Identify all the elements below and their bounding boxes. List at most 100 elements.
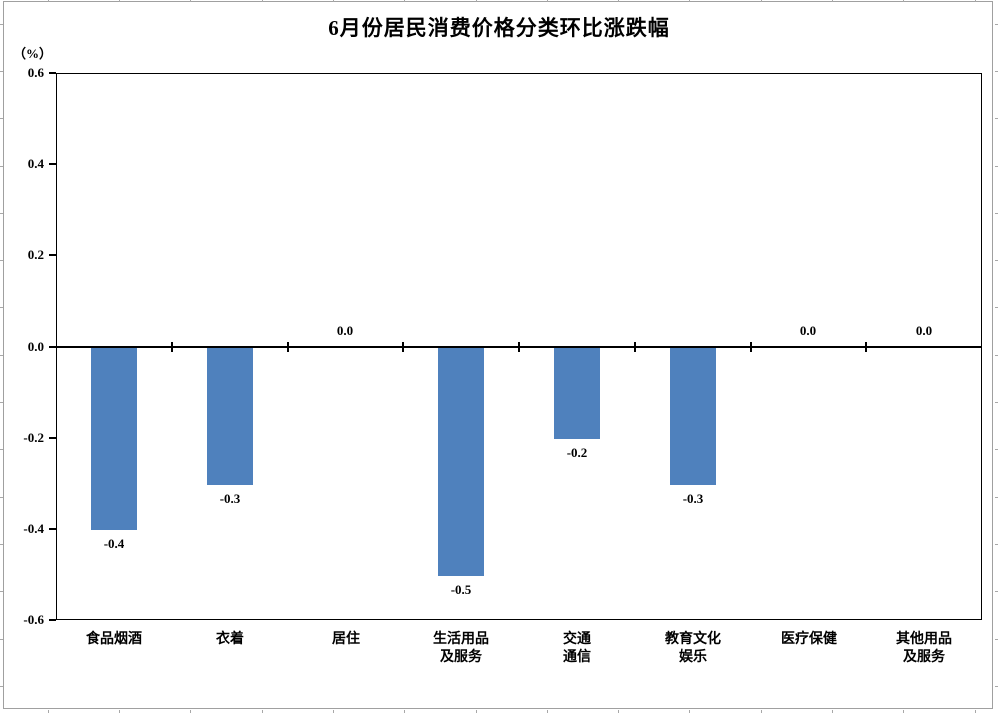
category-label-line: 其他用品 (896, 632, 952, 647)
gridline-stub-right (995, 260, 998, 261)
data-label-其他用品及服务: 0.0 (915, 323, 933, 338)
gridline-stub-top (618, 0, 619, 2)
category-label-生活用品及服务: 生活用品 及服务 (403, 631, 519, 667)
gridline-stub-left (0, 260, 3, 261)
category-label-line: 医疗保健 (781, 632, 837, 647)
bar-衣着 (207, 348, 253, 485)
y-axis-tick-label: 0.6 (27, 65, 44, 80)
gridline-stub-right (995, 307, 998, 308)
gridline-stub-right (995, 544, 998, 545)
category-label-line: 居住 (332, 632, 360, 647)
gridline-stub-right (995, 213, 998, 214)
category-label-食品烟酒: 食品烟酒 (56, 631, 172, 649)
chart-title: 6月份居民消费价格分类环比涨跌幅 (328, 16, 670, 40)
category-label-教育文化娱乐: 教育文化 娱乐 (635, 631, 751, 667)
gridline-stub-top (119, 0, 120, 2)
gridline-stub-bottom (190, 710, 191, 713)
data-label-医疗保健: 0.0 (799, 323, 817, 338)
gridline-stub-right (995, 166, 998, 167)
gridline-stub-left (0, 402, 3, 403)
gridline-stub-top (547, 0, 548, 2)
gridline-stub-left (0, 497, 3, 498)
data-label-食品烟酒: -0.4 (103, 536, 125, 551)
category-label-医疗保健: 医疗保健 (751, 631, 867, 649)
gridline-stub-bottom (547, 710, 548, 713)
gridline-stub-top (333, 0, 334, 2)
gridline-stub-right (995, 24, 998, 25)
gridline-stub-left (0, 449, 3, 450)
category-label-line: 及服务 (903, 650, 945, 665)
bar-交通通信 (554, 348, 600, 439)
gridline-stub-left (0, 166, 3, 167)
y-axis-tick-label: -0.4 (23, 521, 44, 536)
data-label-教育文化娱乐: -0.3 (682, 491, 704, 506)
category-boundary-tick (287, 342, 289, 352)
category-label-line: 生活用品 (433, 632, 489, 647)
gridline-stub-right (995, 686, 998, 687)
y-axis-tick (49, 346, 56, 348)
gridline-stub-top (262, 0, 263, 2)
y-axis-tick-label: -0.6 (23, 612, 44, 627)
category-boundary-tick (518, 342, 520, 352)
category-boundary-tick (171, 342, 173, 352)
gridline-stub-top (689, 0, 690, 2)
y-axis-tick (49, 528, 56, 530)
gridline-stub-bottom (618, 710, 619, 713)
gridline-stub-right (995, 591, 998, 592)
gridline-stub-left (0, 213, 3, 214)
category-label-line: 通信 (563, 650, 591, 665)
y-axis-tick-label: -0.2 (23, 430, 44, 445)
y-axis-tick-label: 0.2 (27, 247, 44, 262)
gridline-stub-top (903, 0, 904, 2)
category-boundary-tick (865, 342, 867, 352)
category-label-line: 食品烟酒 (86, 632, 142, 647)
gridline-stub-right (995, 639, 998, 640)
category-label-line: 衣着 (216, 632, 244, 647)
gridline-stub-top (761, 0, 762, 2)
gridline-stub-top (975, 0, 976, 2)
y-axis-tick (49, 72, 56, 74)
category-label-line: 娱乐 (679, 650, 707, 665)
gridline-stub-left (0, 71, 3, 72)
gridline-stub-bottom (689, 710, 690, 713)
gridline-stub-left (0, 24, 3, 25)
y-axis-unit-label: （%） (13, 46, 53, 61)
gridline-stub-right (995, 497, 998, 498)
gridline-stub-top (832, 0, 833, 2)
data-label-居住: 0.0 (336, 323, 354, 338)
gridline-stub-left (0, 591, 3, 592)
gridline-stub-right (995, 118, 998, 119)
gridline-stub-right (995, 71, 998, 72)
category-label-居住: 居住 (288, 631, 404, 649)
category-boundary-tick (402, 342, 404, 352)
gridline-stub-bottom (476, 710, 477, 713)
y-axis-tick (49, 254, 56, 256)
gridline-stub-bottom (48, 710, 49, 713)
data-label-衣着: -0.3 (219, 491, 241, 506)
category-label-line: 教育文化 (665, 632, 721, 647)
gridline-stub-left (0, 544, 3, 545)
category-boundary-tick (634, 342, 636, 352)
gridline-stub-left (0, 355, 3, 356)
gridline-stub-left (0, 118, 3, 119)
gridline-stub-top (404, 0, 405, 2)
gridline-stub-bottom (903, 710, 904, 713)
gridline-stub-bottom (333, 710, 334, 713)
y-axis-tick-label: 0.4 (27, 156, 44, 171)
gridline-stub-left (0, 307, 3, 308)
bar-食品烟酒 (91, 348, 137, 530)
category-boundary-tick (750, 342, 752, 352)
y-axis-tick (49, 163, 56, 165)
y-axis-tick (49, 437, 56, 439)
gridline-stub-right (995, 402, 998, 403)
gridline-stub-bottom (262, 710, 263, 713)
category-label-line: 交通 (563, 632, 591, 647)
gridline-stub-right (995, 449, 998, 450)
category-label-衣着: 衣着 (172, 631, 288, 649)
gridline-stub-left (0, 686, 3, 687)
y-axis-tick-label: 0.0 (27, 339, 44, 354)
gridline-stub-bottom (761, 710, 762, 713)
category-label-line: 及服务 (440, 650, 482, 665)
gridline-stub-top (190, 0, 191, 2)
